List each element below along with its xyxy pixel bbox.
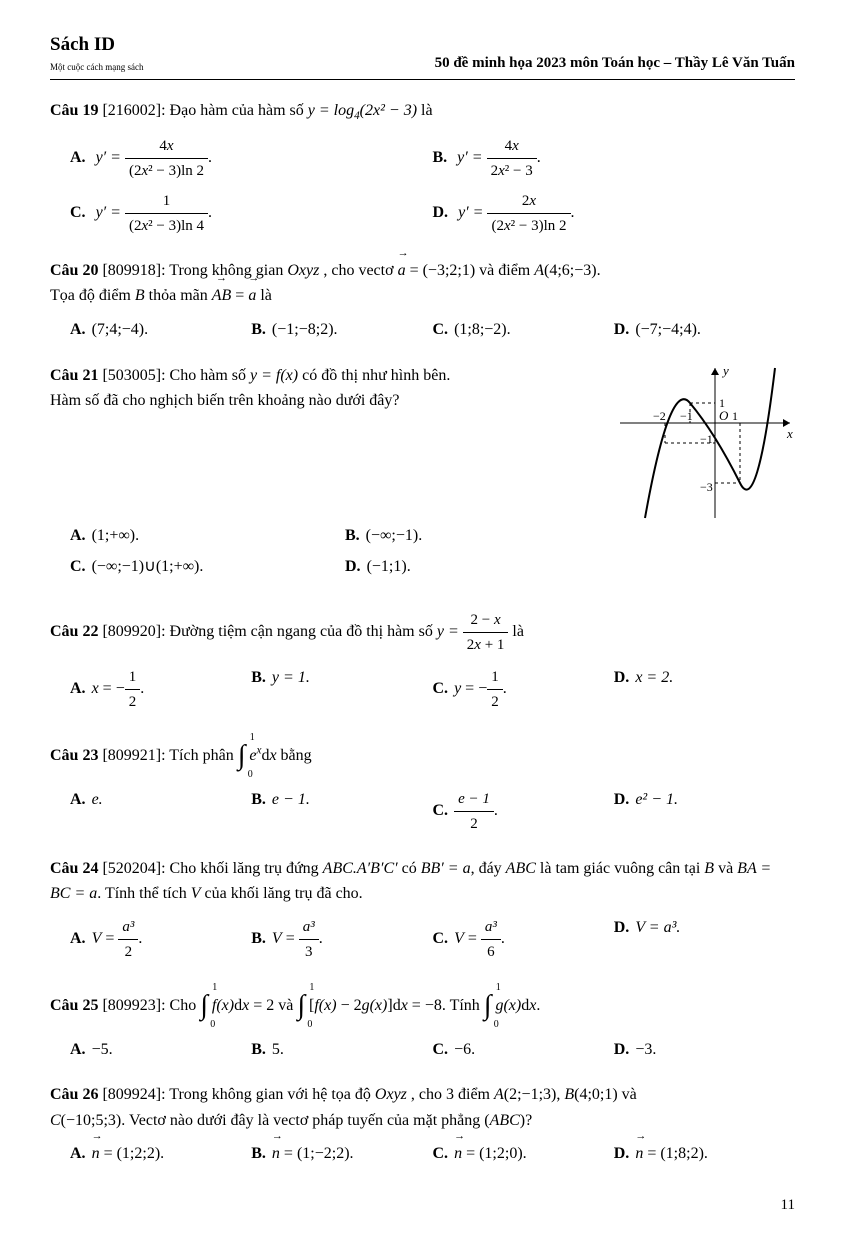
q21-optA: A.(1;+∞). [70, 523, 345, 549]
q24-optB: B.V = a³3. [251, 915, 432, 964]
svg-text:1: 1 [719, 396, 725, 410]
q19-label: Câu 19 [50, 102, 98, 119]
question-23: Câu 23 [809921]: Tích phân ∫10 exdx bằng… [50, 734, 795, 842]
q20-optC: C.(1;8;−2). [433, 317, 614, 343]
q23-optD: D.e² − 1. [614, 787, 795, 836]
q22-optD: D.x = 2. [614, 665, 795, 714]
q26-optB: B.n = (1;−2;2). [251, 1141, 432, 1167]
q19-text: : Đạo hàm của hàm số [161, 102, 308, 119]
logo-text: Sách ID [50, 30, 143, 60]
q26-label: Câu 26 [50, 1086, 98, 1103]
q25-optC: C.−6. [433, 1037, 614, 1063]
q19-suffix: là [421, 102, 433, 119]
svg-text:−1: −1 [700, 432, 713, 446]
q22-optB: B.y = 1. [251, 665, 432, 714]
q19-optA: A. y′ = 4x(2x² − 3)ln 2. [70, 134, 433, 183]
q19-math: y = log4(2x² − 3) [308, 102, 417, 119]
q26-optD: D.n = (1;8;2). [614, 1141, 795, 1167]
q24-optD: D.V = a³. [614, 915, 795, 964]
q20-optA: A.(7;4;−4). [70, 317, 251, 343]
q25-label: Câu 25 [50, 997, 98, 1014]
question-22: Câu 22 [809920]: Đường tiệm cận ngang củ… [50, 608, 795, 720]
q25-optB: B.5. [251, 1037, 432, 1063]
q25-code: [809923] [102, 997, 161, 1014]
q25-optA: A.−5. [70, 1037, 251, 1063]
svg-text:−3: −3 [700, 480, 713, 494]
question-24: Câu 24 [520204]: Cho khối lăng trụ đứng … [50, 856, 795, 970]
q26-optA: A.n = (1;2;2). [70, 1141, 251, 1167]
q25-options: A.−5. B.5. C.−6. D.−3. [70, 1037, 795, 1069]
q19-code: [216002] [102, 102, 161, 119]
q22-code: [809920] [102, 623, 161, 640]
svg-text:x: x [786, 426, 793, 441]
q22-label: Câu 22 [50, 623, 98, 640]
q26-code: [809924] [102, 1086, 161, 1103]
svg-text:y: y [721, 363, 729, 378]
graph-svg: x y O 1 −1 −2 1 −1 −3 [615, 363, 795, 523]
q21-optB: B.(−∞;−1). [345, 523, 620, 549]
q22-options: A.x = −12. B.y = 1. C.y = −12. D.x = 2. [70, 665, 795, 720]
q22-optC: C.y = −12. [433, 665, 614, 714]
q23-code: [809921] [102, 747, 161, 764]
q23-optB: B.e − 1. [251, 787, 432, 836]
question-21: x y O 1 −1 −2 1 −1 −3 Câu 21 [503005]: C… [50, 363, 795, 594]
q26-options: A.n = (1;2;2). B.n = (1;−2;2). C.n = (1;… [70, 1141, 795, 1173]
logo-block: Sách ID Một cuộc cách mạng sách [50, 30, 143, 75]
svg-text:−1: −1 [680, 409, 693, 423]
question-25: Câu 25 [809923]: Cho ∫10 f(x)dx = 2 và ∫… [50, 984, 795, 1068]
q20-options: A.(7;4;−4). B.(−1;−8;2). C.(1;8;−2). D.(… [70, 317, 795, 349]
q24-label: Câu 24 [50, 860, 98, 877]
logo-subtitle: Một cuộc cách mạng sách [50, 60, 143, 74]
q24-options: A.V = a³2. B.V = a³3. C.V = a³6. D.V = a… [70, 915, 795, 970]
page-number: 11 [50, 1193, 795, 1217]
q19-optB: B. y′ = 4x2x² − 3. [433, 134, 796, 183]
q19-optD: D. y′ = 2x(2x² − 3)ln 2. [433, 189, 796, 238]
header-title: 50 đề minh họa 2023 môn Toán học – Thầy … [435, 51, 795, 75]
q21-optD: D.(−1;1). [345, 554, 620, 580]
q21-code: [503005] [102, 367, 161, 384]
q23-optC: C.e − 12. [433, 787, 614, 836]
svg-text:O: O [719, 408, 729, 423]
q24-optC: C.V = a³6. [433, 915, 614, 964]
page-header: Sách ID Một cuộc cách mạng sách 50 đề mi… [50, 30, 795, 80]
svg-text:1: 1 [732, 409, 738, 423]
q24-code: [520204] [102, 860, 161, 877]
q20-optD: D.(−7;−4;4). [614, 317, 795, 343]
q21-options: A.(1;+∞). B.(−∞;−1). C.(−∞;−1)∪(1;+∞). D… [70, 523, 620, 586]
q23-options: A.e. B.e − 1. C.e − 12. D.e² − 1. [70, 787, 795, 842]
q21-label: Câu 21 [50, 367, 98, 384]
q19-options: A. y′ = 4x(2x² − 3)ln 2. B. y′ = 4x2x² −… [70, 134, 795, 244]
q24-optA: A.V = a³2. [70, 915, 251, 964]
q22-optA: A.x = −12. [70, 665, 251, 714]
question-20: Câu 20 [809918]: Trong không gian Oxyz ,… [50, 258, 795, 349]
q21-optC: C.(−∞;−1)∪(1;+∞). [70, 554, 345, 580]
q25-optD: D.−3. [614, 1037, 795, 1063]
q23-label: Câu 23 [50, 747, 98, 764]
q23-optA: A.e. [70, 787, 251, 836]
q19-optC: C. y′ = 1(2x² − 3)ln 4. [70, 189, 433, 238]
q26-optC: C.n = (1;2;0). [433, 1141, 614, 1167]
q20-optB: B.(−1;−8;2). [251, 317, 432, 343]
svg-text:−2: −2 [653, 409, 666, 423]
question-19: Câu 19 [216002]: Đạo hàm của hàm số y = … [50, 98, 795, 244]
q20-code: [809918] [102, 262, 161, 279]
question-26: Câu 26 [809924]: Trong không gian với hệ… [50, 1082, 795, 1173]
q20-label: Câu 20 [50, 262, 98, 279]
cubic-graph: x y O 1 −1 −2 1 −1 −3 [615, 363, 795, 523]
